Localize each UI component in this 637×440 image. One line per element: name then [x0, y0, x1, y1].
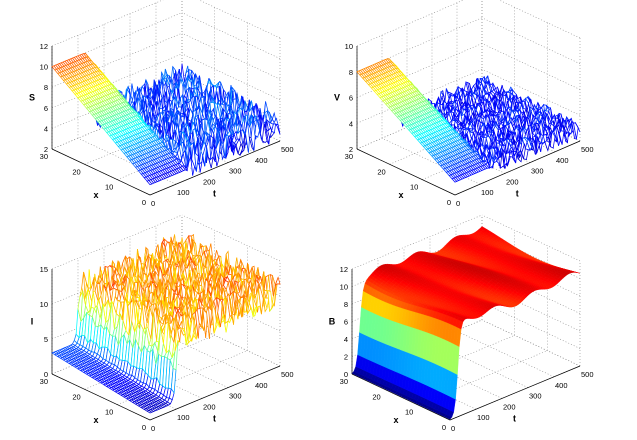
x-tick-label: 0	[447, 198, 451, 207]
z-tick-label: 4	[344, 335, 348, 344]
t-tick-label: 300	[531, 167, 544, 176]
t-tick-label: 0	[151, 199, 155, 208]
x-tick-label: 30	[40, 152, 48, 161]
x-tick-label: 10	[405, 408, 413, 417]
z-tick-label: 12	[340, 265, 348, 274]
z-tick-label: 6	[44, 104, 48, 113]
t-axis-label: t	[513, 414, 516, 424]
t-tick-label: 300	[529, 392, 542, 401]
z-tick-label: 5	[44, 335, 48, 344]
t-tick-label: 500	[281, 370, 294, 379]
x-axis-label: x	[93, 190, 98, 200]
t-tick-label: 500	[581, 370, 594, 379]
z-tick-label: 4	[349, 119, 353, 128]
x-tick-label: 0	[142, 198, 146, 207]
t-tick-label: 300	[229, 392, 242, 401]
t-tick-label: 100	[177, 188, 190, 197]
surface-mesh	[51, 53, 281, 186]
t-tick-label: 200	[503, 402, 516, 411]
z-tick-label: 2	[44, 145, 48, 154]
t-tick-label: 200	[203, 177, 216, 186]
t-tick-label: 500	[581, 145, 594, 154]
t-axis-label: t	[516, 189, 519, 199]
x-tick-label: 20	[377, 167, 385, 176]
z-tick-label: 8	[44, 83, 48, 92]
z-tick-label: 10	[345, 42, 353, 51]
x-tick-label: 0	[442, 423, 446, 432]
z-tick-label: 6	[349, 94, 353, 103]
z-tick-label: 12	[40, 42, 48, 51]
x-axis-label: x	[93, 415, 98, 425]
x-tick-label: 20	[72, 167, 80, 176]
t-tick-label: 400	[555, 381, 568, 390]
t-tick-label: 400	[255, 156, 268, 165]
x-axis-label: x	[393, 415, 398, 425]
surface-mesh	[356, 58, 581, 183]
t-tick-label: 0	[451, 424, 455, 433]
z-tick-label: 10	[40, 63, 48, 72]
z-axis-label: I	[31, 317, 34, 327]
z-tick-label: 8	[344, 300, 348, 309]
z-tick-label: 2	[344, 353, 348, 362]
t-tick-label: 0	[456, 199, 460, 208]
t-tick-label: 400	[556, 156, 569, 165]
t-tick-label: 200	[203, 402, 216, 411]
z-axis-label: V	[334, 93, 340, 103]
x-tick-label: 30	[345, 152, 353, 161]
z-tick-label: 8	[349, 68, 353, 77]
t-tick-label: 100	[481, 188, 494, 197]
t-tick-label: 200	[506, 177, 519, 186]
x-tick-label: 0	[142, 423, 146, 432]
z-tick-label: 10	[40, 300, 48, 309]
z-tick-label: 15	[40, 265, 48, 274]
t-tick-label: 100	[177, 413, 190, 422]
surface-mesh	[51, 233, 281, 414]
x-tick-label: 20	[72, 392, 80, 401]
t-axis-label: t	[213, 414, 216, 424]
surface-mesh	[351, 226, 581, 420]
x-tick-label: 10	[105, 408, 113, 417]
t-tick-label: 400	[255, 381, 268, 390]
x-tick-label: 10	[105, 183, 113, 192]
z-tick-label: 10	[340, 283, 348, 292]
x-tick-label: 30	[340, 377, 348, 386]
t-tick-label: 0	[151, 424, 155, 433]
z-tick-label: 2	[349, 145, 353, 154]
z-tick-label: 6	[344, 318, 348, 327]
x-axis-label: x	[398, 190, 403, 200]
z-tick-label: 4	[44, 124, 48, 133]
t-tick-label: 500	[281, 145, 294, 154]
x-tick-label: 20	[372, 392, 380, 401]
z-tick-label: 0	[344, 370, 348, 379]
z-tick-label: 0	[44, 370, 48, 379]
x-tick-label: 30	[40, 377, 48, 386]
t-tick-label: 300	[229, 167, 242, 176]
t-tick-label: 100	[477, 413, 490, 422]
x-tick-label: 10	[410, 183, 418, 192]
t-axis-label: t	[213, 189, 216, 199]
z-axis-label: S	[29, 93, 35, 103]
z-axis-label: B	[329, 317, 336, 327]
